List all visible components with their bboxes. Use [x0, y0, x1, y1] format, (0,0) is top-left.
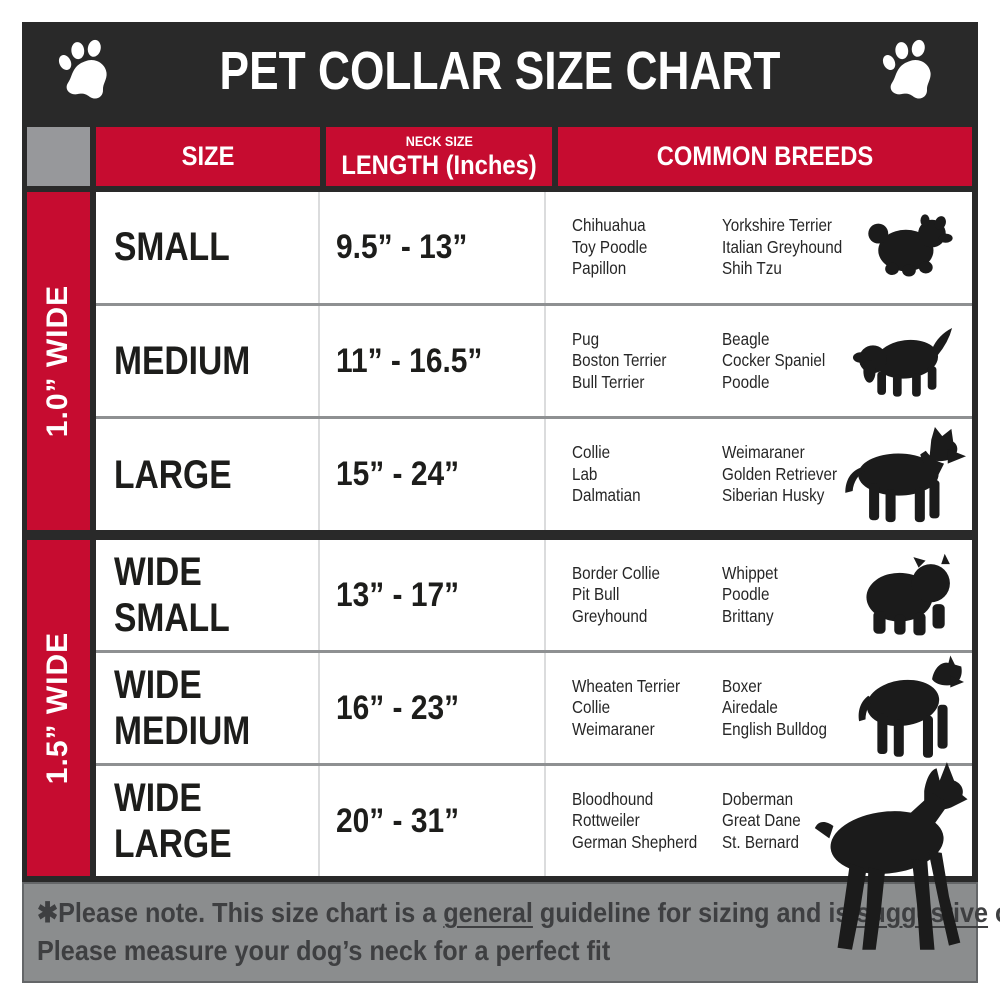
size-label: WIDE MEDIUM — [114, 663, 251, 753]
note-line-1-post: only. — [988, 897, 1000, 928]
column-header-breeds: COMMON BREEDS — [558, 127, 972, 186]
breed-list-secondary: Yorkshire Terrier Italian Greyhound Shih… — [722, 215, 843, 279]
length-cell: 9.5” - 13” — [320, 192, 546, 303]
table-row-large: LARGE 15” - 24” Collie Lab Dalmatian Wei… — [96, 416, 972, 531]
size-chart-table: SIZE NECK SIZE LENGTH (Inches) COMMON BR… — [22, 120, 978, 950]
neck-size-sub-label: NECK SIZE — [405, 132, 473, 149]
length-cell: 20” - 31” — [320, 766, 546, 876]
doberman-silhouette-icon — [814, 762, 968, 950]
breed-list-secondary: Beagle Cocker Spaniel Poodle — [722, 328, 826, 392]
size-cell: WIDE LARGE — [96, 766, 320, 876]
column-header-size: SIZE — [96, 127, 320, 186]
length-cell: 13” - 17” — [320, 540, 546, 650]
breeds-cell: Border Collie Pit Bull Greyhound Whippet… — [546, 540, 972, 650]
width-label-2-text: 1.5” WIDE — [41, 631, 75, 785]
length-cell: 11” - 16.5” — [320, 305, 546, 417]
page-title: PET COLLAR SIZE CHART — [124, 40, 876, 102]
shih-tzu-silhouette-icon — [868, 214, 953, 277]
note-line-1-mid: guideline for sizing and is — [532, 897, 857, 928]
length-value: 11” - 16.5” — [336, 341, 483, 380]
column-header-size-label: SIZE — [181, 141, 235, 171]
size-label: MEDIUM — [114, 339, 251, 383]
table-row-wide-medium: WIDE MEDIUM 16” - 23” Wheaten Terrier Co… — [96, 650, 972, 763]
breed-list-secondary: Whippet Poodle Brittany — [722, 562, 778, 626]
breed-list-primary: Border Collie Pit Bull Greyhound — [572, 562, 661, 626]
length-cell: 16” - 23” — [320, 653, 546, 763]
breeds-cell: Bloodhound Rottweiler German Shepherd Do… — [546, 762, 972, 950]
size-label: SMALL — [114, 225, 230, 270]
note-line-1: ✱Please note. This size chart is a gener… — [37, 894, 1000, 932]
width-section-label-1: 1.0” WIDE — [27, 192, 90, 530]
width-section-label-2: 1.5” WIDE — [27, 540, 90, 876]
length-value: 16” - 23” — [336, 688, 460, 727]
table-row-medium: MEDIUM 11” - 16.5” Pug Boston Terrier Bu… — [96, 302, 972, 417]
header-band: PET COLLAR SIZE CHART — [22, 22, 978, 120]
paw-print-icon — [882, 39, 931, 99]
beagle-silhouette-icon — [852, 327, 953, 397]
section-2-rows: WIDE SMALL 13” - 17” Border Collie Pit B… — [96, 540, 972, 950]
length-value: 15” - 24” — [336, 455, 460, 494]
size-cell: LARGE — [96, 419, 320, 531]
size-cell: WIDE MEDIUM — [96, 653, 320, 763]
breeds-cell: Pug Boston Terrier Bull Terrier Beagle C… — [546, 306, 972, 417]
breed-list-secondary: Weimaraner Golden Retriever Siberian Hus… — [722, 442, 838, 506]
size-cell: MEDIUM — [96, 305, 320, 417]
breed-list-primary: Pug Boston Terrier Bull Terrier — [572, 328, 667, 392]
page-title-text: PET COLLAR SIZE CHART — [219, 41, 781, 101]
corner-cell — [27, 127, 90, 186]
paw-print-icon — [58, 39, 107, 99]
section-1-rows: SMALL 9.5” - 13” Chihuahua Toy Poodle Pa… — [96, 192, 972, 531]
note-line-1-pre: ✱Please note. This size chart is a — [37, 897, 444, 928]
length-value: 9.5” - 13” — [336, 227, 468, 266]
breeds-cell: Chihuahua Toy Poodle Papillon Yorkshire … — [546, 192, 972, 303]
breed-list-primary: Chihuahua Toy Poodle Papillon — [572, 215, 648, 279]
neck-size-main-label: LENGTH (Inches) — [341, 149, 537, 180]
size-chart-poster: PET COLLAR SIZE CHART SIZE NECK SIZE LEN… — [22, 22, 1000, 983]
breed-list-secondary: Doberman Great Dane St. Bernard — [722, 788, 801, 852]
bulldog-silhouette-icon — [866, 553, 950, 636]
german-shepherd-silhouette-icon — [845, 426, 966, 522]
table-row-wide-large: WIDE LARGE 20” - 31” Bloodhound Rottweil… — [96, 762, 972, 950]
length-cell: 15” - 24” — [320, 419, 546, 531]
breed-list-primary: Wheaten Terrier Collie Weimaraner — [572, 675, 681, 739]
breeds-cell: Wheaten Terrier Collie Weimaraner Boxer … — [546, 653, 972, 763]
pit-bull-silhouette-icon — [858, 655, 964, 758]
breed-list-primary: Collie Lab Dalmatian — [572, 442, 641, 506]
breed-list-secondary: Boxer Airedale English Bulldog — [722, 675, 827, 739]
breed-list-primary: Bloodhound Rottweiler German Shepherd — [572, 788, 698, 852]
width-label-1-text: 1.0” WIDE — [41, 284, 75, 438]
column-header-neck-size: NECK SIZE LENGTH (Inches) — [326, 127, 552, 186]
note-line-2: Please measure your dog’s neck for a per… — [37, 935, 611, 966]
footer-note: ✱Please note. This size chart is a gener… — [22, 882, 1000, 983]
size-cell: SMALL — [96, 192, 320, 303]
note-underline-general: general — [443, 897, 533, 928]
size-label: WIDE SMALL — [114, 550, 230, 640]
breeds-cell: Collie Lab Dalmatian Weimaraner Golden R… — [546, 419, 972, 530]
length-value: 20” - 31” — [336, 801, 460, 840]
table-row-small: SMALL 9.5” - 13” Chihuahua Toy Poodle Pa… — [96, 192, 972, 303]
table-row-wide-small: WIDE SMALL 13” - 17” Border Collie Pit B… — [96, 540, 972, 650]
length-value: 13” - 17” — [336, 575, 460, 614]
size-label: LARGE — [114, 452, 232, 497]
size-cell: WIDE SMALL — [96, 540, 320, 650]
column-header-breeds-label: COMMON BREEDS — [656, 141, 874, 171]
size-label: WIDE LARGE — [114, 776, 232, 866]
